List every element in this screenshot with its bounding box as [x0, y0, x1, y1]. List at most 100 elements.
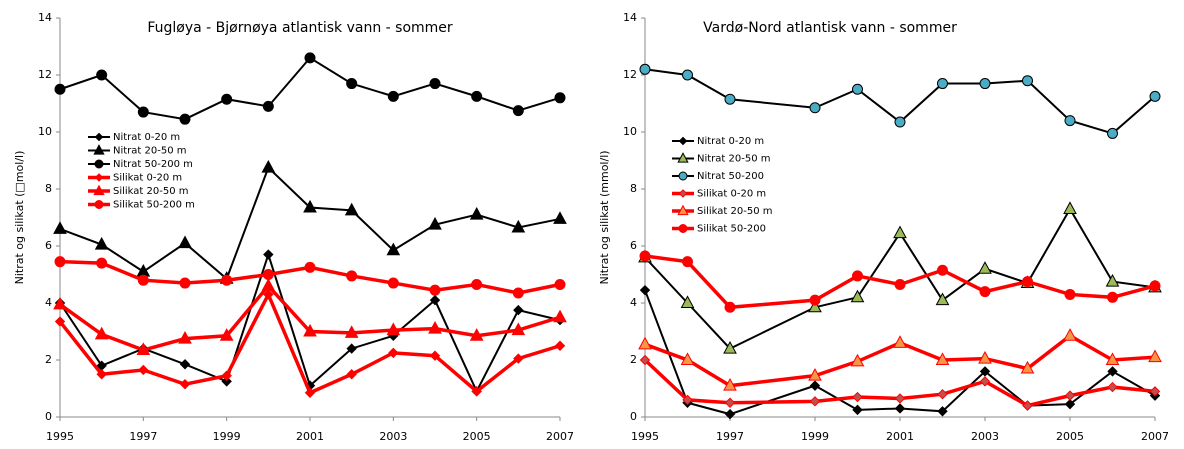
marker	[179, 359, 191, 370]
marker	[1022, 75, 1033, 87]
marker	[554, 92, 566, 104]
marker	[678, 224, 688, 233]
x-tick-label: 2005	[463, 430, 491, 443]
marker	[978, 350, 992, 364]
marker	[808, 299, 822, 313]
x-tick-label: 2007	[1141, 430, 1169, 443]
marker	[1149, 386, 1161, 397]
marker	[53, 296, 67, 310]
marker	[724, 93, 736, 105]
series-line	[644, 68, 1156, 135]
legend-label: Silikat 50-200 m	[113, 200, 195, 211]
x-tick-label: 1997	[129, 430, 157, 443]
marker	[344, 202, 359, 216]
marker	[263, 249, 274, 260]
marker	[54, 256, 66, 268]
marker	[937, 406, 948, 417]
marker	[93, 144, 105, 155]
marker	[809, 102, 821, 114]
marker	[678, 189, 688, 198]
series-line	[59, 56, 561, 121]
marker	[1063, 328, 1077, 341]
marker	[553, 309, 567, 323]
x-tick-label: 1999	[801, 430, 829, 443]
marker	[1022, 400, 1033, 411]
marker	[304, 52, 316, 64]
marker	[93, 184, 105, 196]
marker	[979, 366, 991, 377]
marker	[1064, 288, 1076, 300]
marker	[682, 256, 693, 268]
marker	[893, 225, 907, 239]
marker	[1148, 349, 1162, 363]
marker	[894, 393, 906, 404]
marker	[554, 340, 566, 351]
marker	[469, 328, 484, 341]
marker	[639, 250, 651, 262]
chart-title: Vardø-Nord atlantisk vann - sommer	[703, 20, 957, 36]
marker	[428, 216, 442, 230]
marker	[1022, 276, 1033, 288]
marker	[1064, 390, 1076, 401]
y-tick-label: 2	[630, 353, 637, 366]
marker	[262, 269, 274, 280]
marker	[429, 284, 441, 296]
marker	[1107, 366, 1118, 377]
marker	[639, 63, 651, 75]
marker	[221, 376, 232, 387]
marker	[303, 323, 317, 337]
marker	[935, 352, 950, 365]
marker	[386, 242, 401, 256]
marker	[809, 396, 821, 407]
y-tick-label: 0	[630, 410, 637, 423]
marker	[261, 278, 276, 291]
marker	[1063, 201, 1077, 214]
marker	[137, 106, 149, 118]
marker	[894, 278, 906, 290]
marker	[678, 171, 688, 181]
marker	[1149, 280, 1161, 292]
x-tick-label: 2007	[546, 430, 574, 443]
y-tick-label: 12	[623, 68, 637, 81]
marker	[979, 376, 991, 387]
marker	[1107, 291, 1118, 303]
marker	[96, 369, 107, 380]
marker	[512, 287, 524, 299]
marker	[429, 78, 441, 90]
marker	[471, 90, 483, 102]
marker	[682, 394, 693, 406]
marker	[680, 295, 695, 308]
y-tick-label: 4	[630, 296, 637, 309]
legend-label: Silikat 50-200	[697, 224, 766, 235]
legend-label: Nitrat 50-200	[697, 171, 764, 182]
marker	[137, 274, 149, 286]
marker	[96, 69, 108, 81]
marker	[303, 199, 317, 213]
marker	[937, 388, 948, 400]
marker	[724, 301, 736, 313]
marker	[346, 369, 357, 380]
marker	[511, 219, 526, 233]
marker	[850, 353, 865, 367]
marker	[1105, 273, 1120, 287]
y-tick-label: 2	[45, 353, 52, 366]
marker	[54, 83, 66, 95]
marker	[937, 78, 948, 90]
series-line	[58, 283, 561, 352]
marker	[346, 78, 358, 90]
marker	[808, 368, 822, 381]
marker	[94, 159, 104, 169]
marker	[94, 173, 104, 182]
marker	[262, 100, 274, 112]
marker	[512, 105, 524, 117]
legend-label: Nitrat 0-20 m	[697, 136, 764, 147]
marker	[682, 69, 693, 81]
marker	[388, 347, 399, 359]
x-tick-label: 2005	[1056, 430, 1084, 443]
marker	[429, 294, 441, 306]
legend-label: Nitrat 0-20 m	[113, 132, 180, 143]
y-axis-label: Nitrat og silikat (mmol/l)	[598, 150, 611, 284]
marker	[179, 113, 191, 125]
marker	[513, 353, 524, 364]
